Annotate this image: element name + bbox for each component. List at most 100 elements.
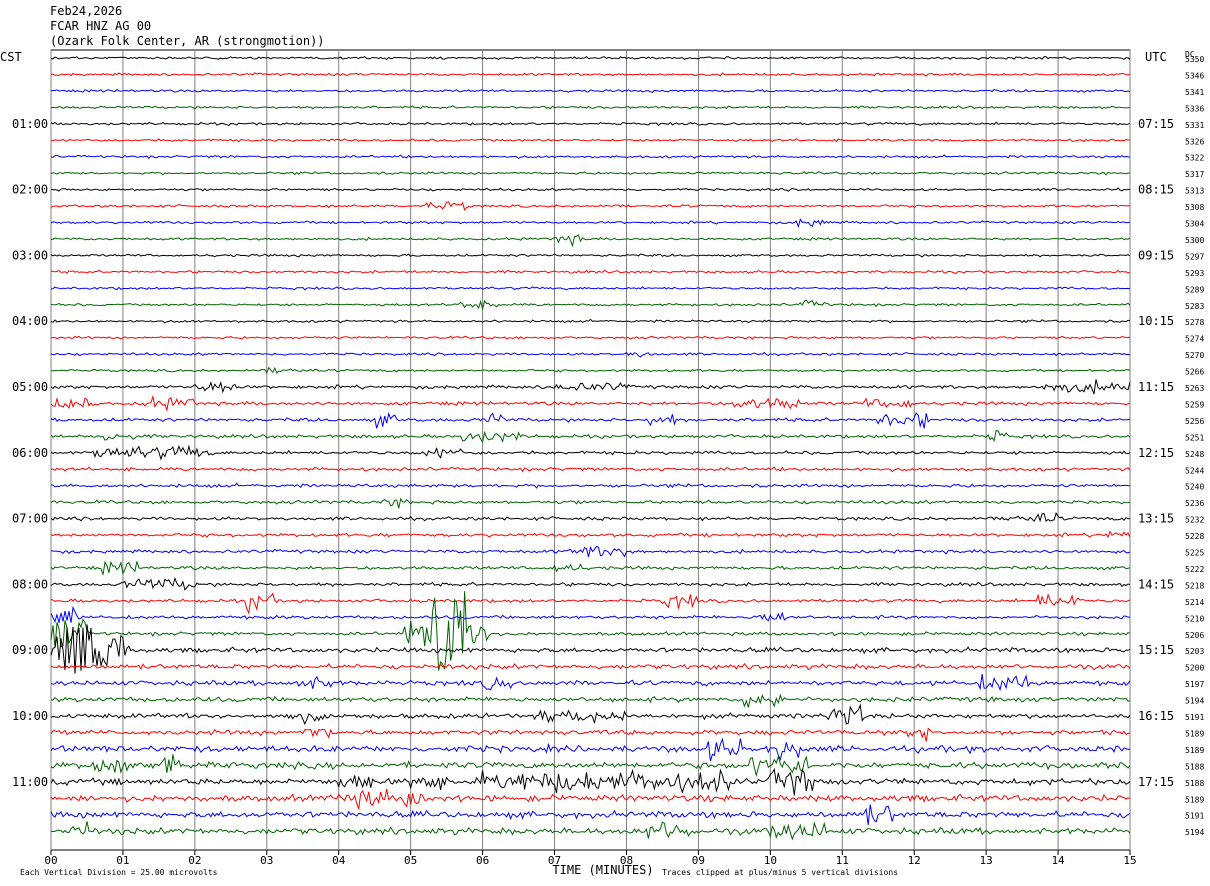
x-tick-label: 13: [980, 854, 993, 867]
x-tick-label: 10: [764, 854, 777, 867]
utc-hour-label: 12:15: [1138, 446, 1174, 460]
seismic-trace: [50, 767, 1131, 796]
seismic-trace: [50, 444, 1131, 461]
seismic-trace: [51, 138, 1131, 143]
dc-offset-label: 5189: [1185, 746, 1204, 755]
seismic-trace: [50, 55, 1131, 61]
dc-offset-label: 5256: [1185, 417, 1204, 426]
dc-offset-label: 5222: [1185, 565, 1204, 574]
cst-hour-label: 04:00: [12, 314, 48, 328]
dc-offset-label: 5300: [1185, 236, 1204, 245]
seismic-trace: [50, 72, 1131, 77]
dc-offset-label: 5297: [1185, 252, 1204, 261]
x-tick-label: 05: [404, 854, 417, 867]
utc-hour-label: 11:15: [1138, 380, 1174, 394]
seismic-trace: [51, 693, 1131, 708]
dc-offset-label: 5236: [1185, 499, 1204, 508]
utc-hour-label: 07:15: [1138, 117, 1174, 131]
dc-offset-label: 5263: [1185, 384, 1204, 393]
dc-offset-label: 5274: [1185, 335, 1204, 344]
header-date: Feb24,2026: [50, 4, 123, 18]
seismic-trace: [50, 187, 1131, 192]
seismic-trace: [50, 804, 1131, 826]
dc-offset-label: 5188: [1185, 779, 1204, 788]
utc-hour-label: 13:15: [1138, 512, 1174, 526]
seismic-trace: [50, 105, 1131, 110]
dc-offset-label: 5200: [1185, 664, 1204, 673]
seismic-trace: [50, 466, 1131, 473]
dc-offset-label: 5210: [1185, 614, 1204, 623]
seismic-trace: [50, 201, 1130, 211]
dc-offset-label: 5214: [1185, 598, 1204, 607]
dc-offset-label: 5270: [1185, 351, 1204, 360]
dc-offset-label: 5191: [1185, 713, 1204, 722]
dc-offset-label: 5232: [1185, 516, 1204, 525]
seismic-trace: [50, 545, 1131, 558]
dc-offset-label: 5283: [1185, 302, 1204, 311]
dc-offset-label: 5194: [1185, 697, 1204, 706]
utc-hour-label: 10:15: [1138, 314, 1174, 328]
dc-offset-label: 5308: [1185, 203, 1204, 212]
seismic-trace: [50, 788, 1131, 810]
seismic-trace: [50, 335, 1131, 340]
dc-offset-label: 5218: [1185, 581, 1204, 590]
dc-offset-label: 5244: [1185, 466, 1204, 475]
seismic-trace: [50, 88, 1131, 93]
x-tick-label: 01: [116, 854, 129, 867]
dc-offset-label: 5322: [1185, 154, 1204, 163]
dc-offset-label: 5346: [1185, 71, 1204, 80]
right-timezone-label: UTC: [1145, 50, 1167, 64]
seismic-trace: [50, 662, 1131, 671]
dc-offset-label: 5188: [1185, 762, 1204, 771]
dc-offset-label: 5251: [1185, 433, 1204, 442]
seismic-trace: [50, 592, 1131, 615]
cst-hour-label: 09:00: [12, 643, 48, 657]
seismic-trace: [50, 605, 1131, 623]
x-tick-label: 02: [188, 854, 201, 867]
seismic-trace: [50, 737, 1131, 762]
seismic-trace: [50, 482, 1131, 489]
dc-offset-label: 5189: [1185, 729, 1204, 738]
dc-column-label: DC: [1185, 50, 1195, 59]
cst-hour-label: 11:00: [12, 775, 48, 789]
seismic-trace: [50, 624, 1131, 674]
cst-hour-label: 02:00: [12, 183, 48, 197]
seismic-trace: [50, 218, 1131, 229]
seismic-trace: [50, 269, 1131, 274]
seismic-trace: [50, 394, 1131, 412]
dc-offset-label: 5341: [1185, 88, 1204, 97]
dc-offset-label: 5191: [1185, 812, 1204, 821]
dc-offset-label: 5248: [1185, 450, 1204, 459]
dc-offset-label: 5317: [1185, 170, 1204, 179]
scale-note: Each Vertical Division = 25.00 microvolt…: [20, 868, 218, 877]
header-location: (Ozark Folk Center, AR (strongmotion)): [50, 34, 325, 48]
dc-offset-label: 5228: [1185, 532, 1204, 541]
seismic-trace: [50, 754, 1131, 778]
left-timezone-label: CST: [0, 50, 22, 64]
cst-hour-label: 03:00: [12, 248, 48, 262]
dc-offset-label: 5194: [1185, 828, 1204, 837]
x-tick-label: 03: [260, 854, 273, 867]
seismic-trace: [50, 154, 1131, 160]
x-tick-label: 12: [908, 854, 921, 867]
x-tick-label: 15: [1123, 854, 1136, 867]
dc-offset-label: 5206: [1185, 631, 1204, 640]
seismic-trace: [50, 530, 1131, 539]
x-axis-label: TIME (MINUTES): [552, 863, 653, 877]
x-tick-label: 14: [1051, 854, 1065, 867]
seismic-trace: [50, 366, 1131, 374]
seismic-trace: [50, 591, 1131, 671]
seismic-trace: [50, 560, 1131, 576]
seismic-trace: [50, 286, 1131, 291]
seismic-trace: [50, 318, 1131, 324]
seismic-trace: [50, 411, 1131, 429]
dc-offset-label: 5326: [1185, 137, 1204, 146]
x-tick-label: 04: [332, 854, 346, 867]
utc-hour-label: 17:15: [1138, 775, 1174, 789]
utc-hour-label: 14:15: [1138, 577, 1174, 591]
plot-frame: [50, 49, 1131, 851]
seismic-trace: [50, 171, 1130, 176]
seismic-trace: [50, 253, 1131, 258]
seismic-trace: [50, 576, 1131, 591]
